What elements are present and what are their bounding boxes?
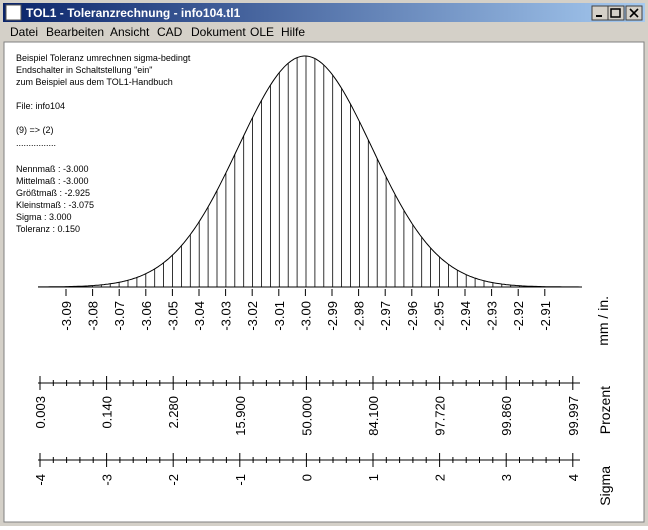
tick-label: 2 <box>433 474 448 481</box>
menu-item[interactable]: Bearbeiten <box>46 25 104 39</box>
tick-label: -3.05 <box>165 301 180 331</box>
scale-label: Sigma <box>597 466 613 506</box>
tick-label: -2.91 <box>538 301 553 331</box>
info-line: zum Beispiel aus dem TOL1-Handbuch <box>16 77 173 87</box>
tick-label: -3.01 <box>272 301 287 331</box>
tick-label: -4 <box>33 474 48 486</box>
tick-label: -2.96 <box>405 301 420 331</box>
tick-label: -3.04 <box>192 301 207 331</box>
tick-label: 15.900 <box>233 396 248 436</box>
tick-label: 50.000 <box>299 396 314 436</box>
tick-label: -2.99 <box>325 301 340 331</box>
info-line: Mittelmaß : -3.000 <box>16 176 89 186</box>
tick-label: 99.997 <box>566 396 581 436</box>
info-line: ................ <box>16 138 56 148</box>
scale-label: Prozent <box>597 386 613 434</box>
tick-label: -1 <box>233 474 248 486</box>
info-line: Kleinstmaß : -3.075 <box>16 200 94 210</box>
tick-label: 99.860 <box>499 396 514 436</box>
info-line: Toleranz : 0.150 <box>16 224 80 234</box>
info-line: Nennmaß : -3.000 <box>16 164 89 174</box>
tick-label: -3.00 <box>298 301 313 331</box>
tick-label: -3.07 <box>112 301 127 331</box>
tick-label: 84.100 <box>366 396 381 436</box>
app-icon <box>5 4 22 21</box>
tick-label: 1 <box>366 474 381 481</box>
scales: -3.09 -3.08 -3.07 -3.06 -3.05 -3.04 -3.03 -3.02… <box>33 289 613 506</box>
tick-label: -2.98 <box>352 301 367 331</box>
minimize-button[interactable] <box>591 5 609 21</box>
menu-item[interactable]: OLE <box>250 25 274 39</box>
title-bar <box>3 3 645 22</box>
tick-label: -3 <box>100 474 115 486</box>
tick-label: -2.93 <box>485 301 500 331</box>
tick-label: -3.03 <box>219 301 234 331</box>
menu-item[interactable]: Dokument <box>191 25 246 39</box>
info-line: (9) => (2) <box>16 125 54 135</box>
info-line: Endschalter in Schaltstellung "ein" <box>16 65 152 75</box>
scale-label: mm / in. <box>595 296 611 346</box>
menu-item[interactable]: Hilfe <box>281 25 305 39</box>
distribution-curve <box>38 55 582 288</box>
menu-item[interactable]: CAD <box>157 25 183 39</box>
menu-item[interactable]: Ansicht <box>110 25 150 39</box>
tick-label: -2 <box>166 474 181 486</box>
tick-label: 3 <box>499 474 514 481</box>
tick-label: -2.92 <box>511 301 526 331</box>
info-line: Sigma : 3.000 <box>16 212 72 222</box>
window-buttons <box>591 5 643 21</box>
tick-label: 0.140 <box>100 396 115 429</box>
window-title: TOL1 - Toleranzrechnung - info104.tl1 <box>26 6 241 20</box>
tick-label: -2.97 <box>378 301 393 331</box>
info-line: Beispiel Toleranz umrechnen sigma-beding… <box>16 53 191 63</box>
tick-label: -3.02 <box>245 301 260 331</box>
tick-label: 0 <box>299 474 314 481</box>
info-line: File: info104 <box>16 101 65 111</box>
tick-label: 4 <box>566 474 581 481</box>
tick-label: -3.08 <box>86 301 101 331</box>
menu-bar: Datei Bearbeiten Ansicht CAD Dokument OLE Hilf… <box>10 25 305 39</box>
tick-label: 0.003 <box>33 396 48 429</box>
menu-item[interactable]: Datei <box>10 25 38 39</box>
tick-label: -2.95 <box>431 301 446 331</box>
tick-label: -2.94 <box>458 301 473 331</box>
tick-label: 2.280 <box>166 396 181 429</box>
curve-line <box>38 55 581 288</box>
info-text: Beispiel Toleranz umrechnen sigma-beding… <box>16 53 191 234</box>
tick-label: 97.720 <box>433 396 448 436</box>
tick-label: -3.06 <box>139 301 154 331</box>
info-line: Größtmaß : -2.925 <box>16 188 90 198</box>
tick-label: -3.09 <box>59 301 74 331</box>
